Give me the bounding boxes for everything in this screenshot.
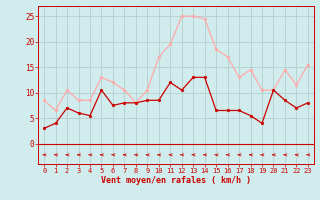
- X-axis label: Vent moyen/en rafales ( km/h ): Vent moyen/en rafales ( km/h ): [101, 176, 251, 185]
